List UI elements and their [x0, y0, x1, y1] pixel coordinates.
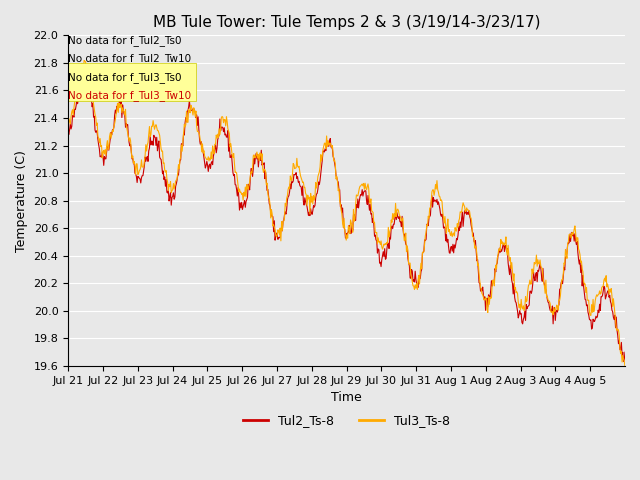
- Text: No data for f_Tul3_Ts0: No data for f_Tul3_Ts0: [68, 72, 182, 83]
- Y-axis label: Temperature (C): Temperature (C): [15, 150, 28, 252]
- Tul3_Ts-8: [64, 127, 72, 133]
- Legend: Tul2_Ts-8, Tul3_Ts-8: Tul2_Ts-8, Tul3_Ts-8: [238, 409, 455, 432]
- Line: Tul2_Ts-8: Tul2_Ts-8: [68, 70, 625, 361]
- Tul3_Ts-8: [621, 364, 629, 370]
- Title: MB Tule Tower: Tule Temps 2 & 3 (3/19/14-3/23/17): MB Tule Tower: Tule Temps 2 & 3 (3/19/14…: [153, 15, 540, 30]
- Tul2_Ts-8: [233, 187, 241, 192]
- Tul2_Ts-8: [621, 349, 629, 355]
- Tul2_Ts-8: [436, 206, 444, 212]
- FancyBboxPatch shape: [68, 62, 196, 101]
- Tul3_Ts-8: [436, 194, 444, 200]
- Tul2_Ts-8: [260, 160, 268, 166]
- Tul2_Ts-8: [64, 130, 72, 136]
- Tul2_Ts-8: [405, 260, 413, 266]
- X-axis label: Time: Time: [332, 391, 362, 404]
- Text: No data for f_Tul3_Tw10: No data for f_Tul3_Tw10: [68, 90, 191, 101]
- Tul3_Ts-8: [80, 58, 88, 63]
- Text: No data for f_Tul2_Tw10: No data for f_Tul2_Tw10: [68, 53, 191, 64]
- Text: No data for f_Tul3_Tw10: No data for f_Tul3_Tw10: [68, 90, 191, 101]
- Tul3_Ts-8: [260, 166, 268, 172]
- Tul2_Ts-8: [131, 161, 138, 167]
- Tul3_Ts-8: [131, 158, 138, 164]
- Text: No data for f_Tul3_Ts0: No data for f_Tul3_Ts0: [68, 72, 182, 83]
- Line: Tul3_Ts-8: Tul3_Ts-8: [68, 60, 625, 367]
- Tul3_Ts-8: [405, 261, 413, 267]
- Tul3_Ts-8: [282, 201, 289, 206]
- Tul2_Ts-8: [282, 209, 289, 215]
- Tul2_Ts-8: [620, 359, 627, 364]
- Tul2_Ts-8: [79, 67, 86, 73]
- Tul3_Ts-8: [233, 170, 241, 176]
- Text: No data for f_Tul2_Ts0: No data for f_Tul2_Ts0: [68, 36, 182, 46]
